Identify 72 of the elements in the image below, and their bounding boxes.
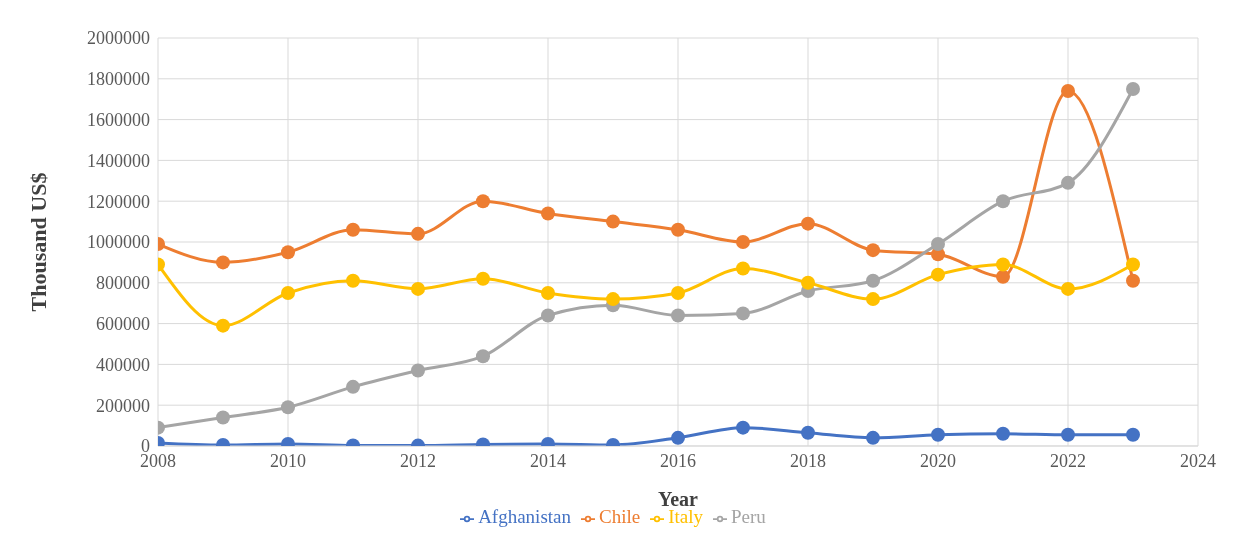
point <box>931 427 945 442</box>
point <box>216 318 230 333</box>
point <box>476 194 490 209</box>
point <box>736 306 750 321</box>
point <box>281 245 295 260</box>
point <box>281 400 295 415</box>
point <box>801 425 815 440</box>
point <box>476 349 490 364</box>
legend-label: Chile <box>599 506 641 527</box>
point <box>411 281 425 296</box>
point <box>411 363 425 378</box>
y-tick-label: 600000 <box>96 313 150 334</box>
x-tick-label: 2022 <box>1050 450 1086 471</box>
point <box>996 257 1010 272</box>
y-tick-label: 400000 <box>96 354 150 375</box>
point <box>1126 273 1140 288</box>
legend-label: Peru <box>731 506 766 527</box>
point <box>736 420 750 435</box>
x-tick-label: 2018 <box>790 450 826 471</box>
point <box>801 275 815 290</box>
point <box>671 308 685 323</box>
point <box>1061 84 1075 99</box>
x-tick-label: 2012 <box>400 450 436 471</box>
legend-label: Afghanistan <box>478 506 572 527</box>
point <box>346 222 360 237</box>
point <box>606 292 620 307</box>
y-tick-label: 800000 <box>96 273 150 294</box>
point <box>671 430 685 445</box>
point <box>216 410 230 425</box>
point <box>346 273 360 288</box>
point <box>996 269 1010 284</box>
x-tick-label: 2020 <box>920 450 956 471</box>
y-tick-label: 2000000 <box>87 28 150 49</box>
point <box>1061 175 1075 190</box>
point <box>216 255 230 270</box>
point <box>736 235 750 249</box>
point <box>996 426 1010 441</box>
point <box>931 237 945 252</box>
point <box>346 379 360 394</box>
y-tick-label: 1800000 <box>87 69 150 90</box>
point <box>866 430 880 445</box>
point <box>736 261 750 276</box>
point <box>411 226 425 241</box>
x-tick-label: 2014 <box>530 450 566 471</box>
x-tick-label: 2024 <box>1180 450 1216 471</box>
y-tick-label: 1600000 <box>87 109 150 130</box>
x-tick-label: 2016 <box>660 450 696 471</box>
point <box>801 216 815 231</box>
point <box>476 271 490 286</box>
point <box>866 243 880 258</box>
y-tick-label: 1400000 <box>87 150 150 171</box>
y-tick-label: 1000000 <box>87 232 150 253</box>
point <box>541 286 555 300</box>
point <box>671 286 685 300</box>
point <box>1061 281 1075 296</box>
point <box>606 214 620 229</box>
point <box>866 273 880 288</box>
point <box>1126 257 1140 272</box>
point <box>1061 427 1075 442</box>
point <box>281 286 295 300</box>
point <box>541 206 555 221</box>
point <box>671 222 685 237</box>
point <box>931 267 945 282</box>
point <box>1126 82 1140 96</box>
point <box>541 308 555 323</box>
x-tick-label: 2010 <box>270 450 306 471</box>
point <box>996 194 1010 209</box>
point <box>866 292 880 307</box>
y-tick-label: 1200000 <box>87 191 150 212</box>
y-tick-label: 200000 <box>96 395 150 416</box>
point <box>1126 427 1140 442</box>
y-axis-title: Thousand US$ <box>25 172 51 312</box>
